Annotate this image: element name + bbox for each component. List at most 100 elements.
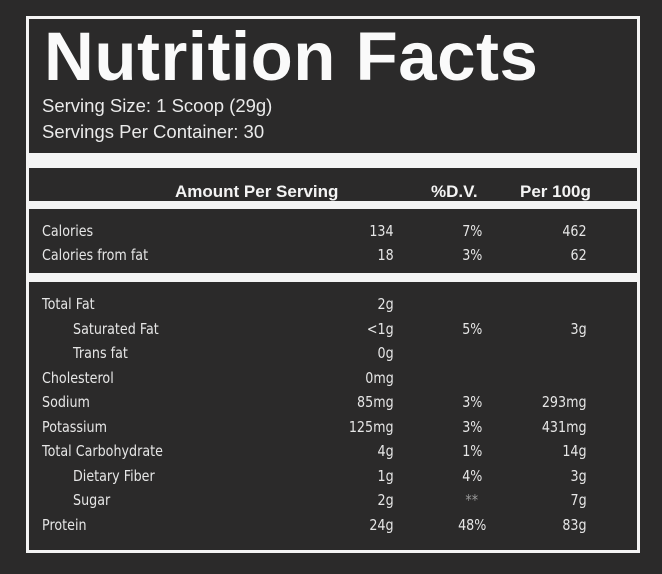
nutrient-per100g-text: 3g xyxy=(570,466,587,485)
nutrient-amount: 2g xyxy=(374,488,394,512)
nutrient-amount-text: 85mg xyxy=(357,393,394,411)
nutrient-label-text: Sugar xyxy=(73,491,111,509)
nutrient-label: Sugar xyxy=(73,488,118,512)
nutrient-row: Sugar 2g ** 7g xyxy=(29,488,637,512)
nutrient-label: Cholesterol xyxy=(42,366,129,390)
nutrient-dv-text: 3% xyxy=(461,417,483,436)
nutrient-per100g-text: 14g xyxy=(562,442,587,460)
nutrient-amount: 4g xyxy=(374,439,394,463)
nutrient-per100g: 293mg xyxy=(532,390,587,414)
nutrient-label-text: Total Carbohydrate xyxy=(42,442,163,460)
nutrient-label-text: Total Fat xyxy=(42,295,95,313)
nutrient-amount: 134 xyxy=(364,219,394,243)
nutrient-dv: 3% xyxy=(447,390,497,414)
header-divider xyxy=(29,201,637,209)
nutrient-row: Trans fat 0g xyxy=(29,341,637,365)
nutrient-row: Protein 24g 48% 83g xyxy=(29,513,637,537)
calories-divider xyxy=(29,273,637,282)
nutrient-amount: 85mg xyxy=(349,390,394,414)
nutrient-label-text: Calories from fat xyxy=(42,246,149,264)
nutrient-amount: 1g xyxy=(374,464,394,488)
nutrient-label: Calories from fat xyxy=(42,243,171,267)
nutrient-dv-text: 3% xyxy=(461,393,483,411)
column-header-per100g: Per 100g xyxy=(520,182,591,201)
nutrient-row: Dietary Fiber 1g 4% 3g xyxy=(29,464,637,488)
nutrient-per100g-text: 431mg xyxy=(542,417,587,436)
nutrient-amount-text: 2g xyxy=(377,295,394,313)
nutrient-amount-text: 134 xyxy=(369,222,394,240)
nutrient-label-text: Saturated Fat xyxy=(73,319,159,338)
nutrient-amount: 0mg xyxy=(359,366,394,390)
nutrient-dv: 3% xyxy=(447,243,497,267)
nutrient-per100g: 7g xyxy=(567,488,587,512)
nutrient-per100g-text: 62 xyxy=(570,246,587,264)
nutrient-per100g: 62 xyxy=(567,243,587,267)
nutrient-row: Sodium 85mg 3% 293mg xyxy=(29,390,637,414)
nutrient-row: Total Carbohydrate 4g 1% 14g xyxy=(29,439,637,463)
nutrient-amount: 125mg xyxy=(339,415,394,439)
nutrient-row: Potassium 125mg 3% 431mg xyxy=(29,415,637,439)
nutrient-per100g: 3g xyxy=(567,464,587,488)
thick-divider-top xyxy=(29,153,637,168)
nutrient-label: Total Fat xyxy=(42,292,106,316)
nutrient-dv xyxy=(447,292,497,316)
nutrient-label-text: Calories xyxy=(42,222,94,240)
nutrient-row: Calories from fat 18 3% 62 xyxy=(29,243,637,267)
nutrient-row: Calories 134 7% 462 xyxy=(29,219,637,243)
nutrient-amount-text: <1g xyxy=(367,319,394,338)
nutrient-dv xyxy=(447,366,497,390)
nutrient-row: Total Fat 2g xyxy=(29,292,637,316)
nutrient-dv: 5% xyxy=(447,317,497,341)
nutrient-amount-text: 0g xyxy=(377,344,394,362)
nutrition-facts-panel: Nutrition Facts Serving Size: 1 Scoop (2… xyxy=(26,16,640,553)
nutrient-per100g-text: 293mg xyxy=(542,393,587,411)
nutrient-amount-text: 4g xyxy=(377,442,394,460)
nutrient-per100g: 462 xyxy=(557,219,587,243)
nutrient-dv: 3% xyxy=(447,415,497,439)
nutrient-amount: <1g xyxy=(361,317,394,341)
nutrient-per100g: 14g xyxy=(557,439,587,463)
nutrient-row: Cholesterol 0mg xyxy=(29,366,637,390)
label-title: Nutrition Facts xyxy=(44,18,539,95)
nutrient-label: Dietary Fiber xyxy=(73,464,173,488)
nutrient-label: Trans fat xyxy=(73,341,140,365)
nutrient-per100g-text: 7g xyxy=(570,491,587,509)
nutrient-dv-text: 48% xyxy=(457,515,487,534)
nutrient-label-text: Dietary Fiber xyxy=(73,466,155,485)
nutrient-amount-text: 24g xyxy=(369,515,394,534)
nutrient-dv: 1% xyxy=(447,439,497,463)
nutrient-amount-text: 125mg xyxy=(349,417,394,436)
nutrient-dv: ** xyxy=(447,488,497,512)
nutrient-dv-text: 5% xyxy=(461,319,483,338)
nutrient-label: Calories xyxy=(42,219,104,243)
nutrient-amount-text: 18 xyxy=(377,246,394,264)
nutrient-amount: 24g xyxy=(364,513,394,537)
servings-per-container: Servings Per Container: 30 xyxy=(42,121,265,142)
nutrient-amount: 18 xyxy=(374,243,394,267)
nutrient-label: Potassium xyxy=(42,415,121,439)
nutrient-label-text: Potassium xyxy=(42,417,107,436)
nutrient-dv xyxy=(447,341,497,365)
column-header-dv: %D.V. xyxy=(431,182,478,201)
column-header-amount: Amount Per Serving xyxy=(175,182,339,201)
nutrient-amount-text: 0mg xyxy=(365,368,394,387)
nutrient-per100g: 3g xyxy=(567,317,587,341)
nutrient-label: Saturated Fat xyxy=(73,317,178,341)
nutrient-per100g-text: 3g xyxy=(570,319,587,338)
nutrient-dv-text: 4% xyxy=(461,466,483,485)
nutrient-amount-text: 2g xyxy=(377,491,394,509)
nutrient-per100g-text: 83g xyxy=(562,515,587,534)
nutrient-label: Protein xyxy=(42,513,96,537)
nutrient-dv-text: 7% xyxy=(461,222,483,240)
nutrient-row: Saturated Fat <1g 5% 3g xyxy=(29,317,637,341)
nutrient-dv-text: 3% xyxy=(461,246,483,264)
nutrient-dv: 48% xyxy=(447,513,497,537)
nutrient-dv: 7% xyxy=(447,219,497,243)
nutrient-per100g: 83g xyxy=(557,513,587,537)
serving-size: Serving Size: 1 Scoop (29g) xyxy=(42,95,273,116)
nutrient-dv-text: 1% xyxy=(461,442,483,460)
nutrient-label: Total Carbohydrate xyxy=(42,439,189,463)
nutrient-label-text: Sodium xyxy=(42,393,90,411)
nutrient-label-text: Protein xyxy=(42,515,87,534)
nutrient-per100g: 431mg xyxy=(532,415,587,439)
